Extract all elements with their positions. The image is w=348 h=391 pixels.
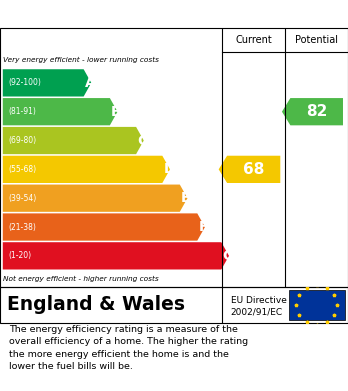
Text: Potential: Potential bbox=[295, 35, 338, 45]
Text: C: C bbox=[137, 134, 148, 147]
Text: B: B bbox=[111, 105, 121, 119]
Polygon shape bbox=[3, 213, 205, 240]
Polygon shape bbox=[3, 69, 91, 97]
Text: (39-54): (39-54) bbox=[8, 194, 36, 203]
Polygon shape bbox=[3, 156, 170, 183]
Text: Energy Efficiency Rating: Energy Efficiency Rating bbox=[7, 7, 217, 22]
Text: England & Wales: England & Wales bbox=[7, 296, 185, 314]
Text: 2002/91/EC: 2002/91/EC bbox=[231, 307, 283, 317]
Text: (21-38): (21-38) bbox=[8, 222, 36, 231]
Polygon shape bbox=[3, 127, 144, 154]
Text: D: D bbox=[163, 162, 175, 176]
Polygon shape bbox=[3, 242, 229, 269]
Text: E: E bbox=[181, 191, 190, 205]
Polygon shape bbox=[219, 156, 280, 183]
Bar bbox=[289, 290, 345, 320]
Text: 68: 68 bbox=[243, 162, 264, 177]
Text: Very energy efficient - lower running costs: Very energy efficient - lower running co… bbox=[3, 57, 159, 63]
Text: A: A bbox=[85, 76, 95, 90]
Text: The energy efficiency rating is a measure of the
overall efficiency of a home. T: The energy efficiency rating is a measur… bbox=[9, 325, 248, 371]
Text: G: G bbox=[222, 249, 234, 263]
Text: Current: Current bbox=[235, 35, 272, 45]
Text: (81-91): (81-91) bbox=[8, 107, 36, 116]
Text: (55-68): (55-68) bbox=[8, 165, 36, 174]
Text: EU Directive: EU Directive bbox=[231, 296, 287, 305]
Text: (1-20): (1-20) bbox=[8, 251, 31, 260]
Polygon shape bbox=[3, 185, 188, 212]
Text: 82: 82 bbox=[306, 104, 327, 119]
Text: (69-80): (69-80) bbox=[8, 136, 36, 145]
Text: Not energy efficient - higher running costs: Not energy efficient - higher running co… bbox=[3, 276, 159, 282]
Text: (92-100): (92-100) bbox=[8, 78, 41, 87]
Polygon shape bbox=[282, 98, 343, 126]
Polygon shape bbox=[3, 98, 118, 126]
Text: F: F bbox=[198, 220, 208, 234]
